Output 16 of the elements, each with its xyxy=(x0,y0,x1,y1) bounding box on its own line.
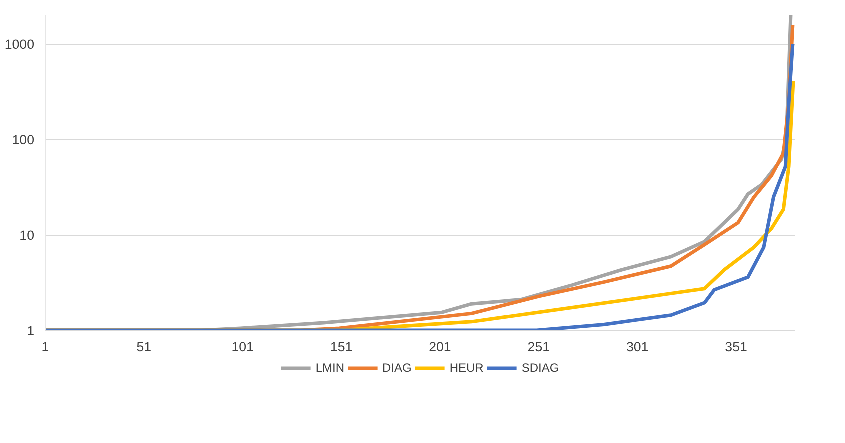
x-tick-label: 151 xyxy=(330,340,353,354)
legend-label: SDIAG xyxy=(522,361,560,375)
x-tick-label: 51 xyxy=(136,340,152,354)
x-tick-label: 251 xyxy=(528,340,550,354)
x-tick-label: 101 xyxy=(232,340,254,354)
legend-label: LMIN xyxy=(316,361,344,375)
x-tick-label: 301 xyxy=(626,340,649,354)
legend-label: HEUR xyxy=(450,361,484,375)
y-tick-label: 10 xyxy=(20,228,35,244)
y-tick-label: 1000 xyxy=(4,37,35,52)
x-tick-label: 1 xyxy=(42,340,50,354)
legend-label: DIAG xyxy=(382,361,412,375)
x-tick-label: 201 xyxy=(429,340,452,354)
y-tick-label: 100 xyxy=(12,132,35,148)
y-tick-label: 1 xyxy=(27,324,35,338)
x-tick-label: 351 xyxy=(725,340,748,354)
